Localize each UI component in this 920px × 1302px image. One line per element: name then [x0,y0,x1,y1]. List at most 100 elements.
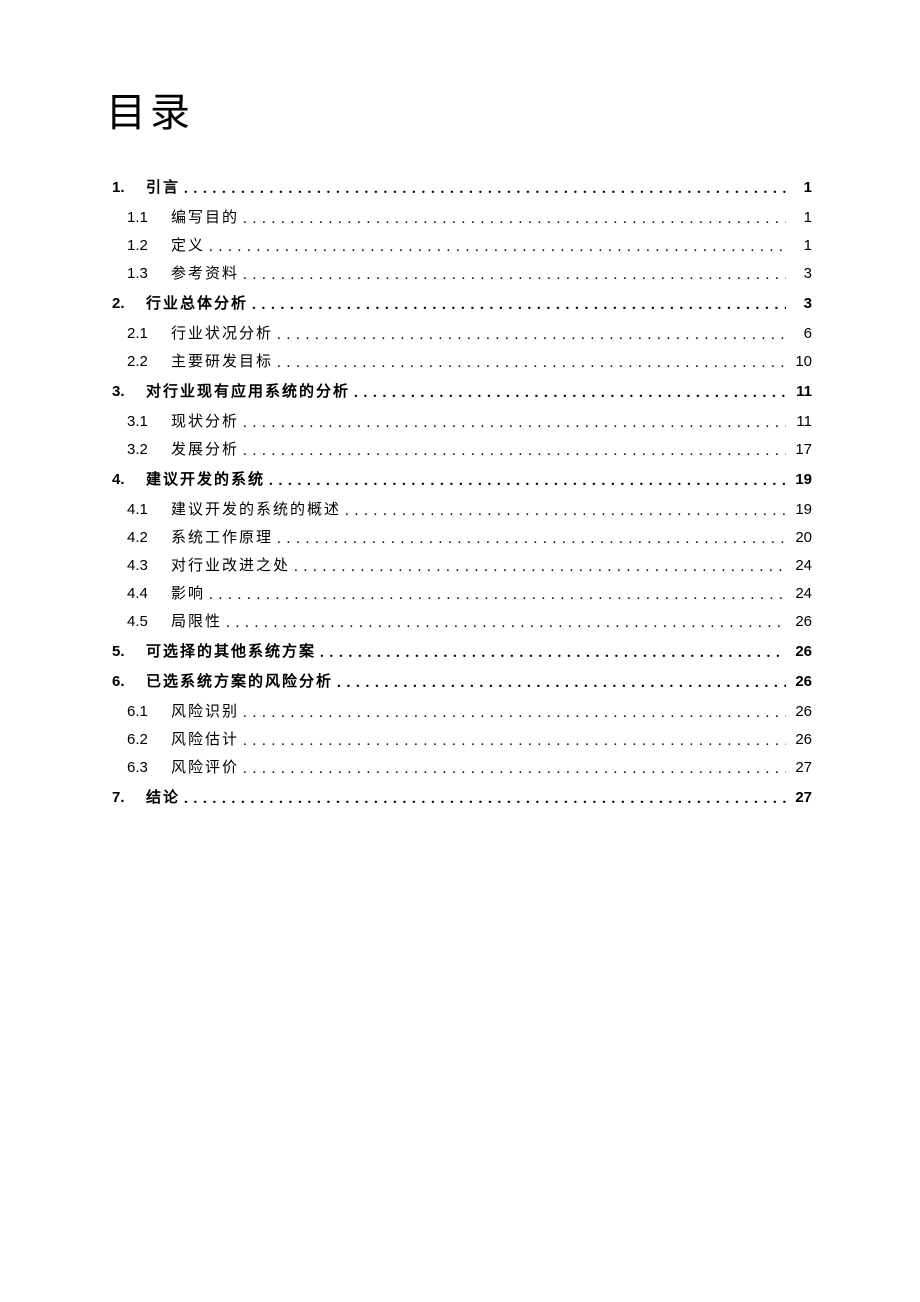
toc-entry-number: 3. [112,384,146,399]
toc-entry-label: 风险估计 [171,733,243,748]
toc-entry-subsection: 3.1现状分析 11 [112,414,812,430]
toc-entry-page: 27 [786,760,812,775]
toc-entry-number: 4.4 [127,586,171,601]
toc-entry-leader [243,212,786,227]
toc-entry-number: 4.1 [127,502,171,517]
toc-entry-section: 3.对行业现有应用系统的分析 11 [112,384,812,400]
toc-entry-leader [277,532,786,547]
toc-entry-subsection: 4.4影响24 [112,586,812,602]
toc-entry-leader [243,268,786,283]
toc-entry-leader [209,588,786,603]
toc-entry-page: 26 [786,674,812,689]
toc-entry-number: 1.3 [127,266,171,281]
toc-entry-leader [243,416,786,431]
toc-entry-label: 定义 [171,239,209,254]
toc-entry-page: 26 [786,614,812,629]
toc-title: 目录 [106,80,812,138]
toc-entry-page: 11 [786,414,812,429]
toc-entry-leader [294,560,786,575]
toc-entry-subsection: 4.5局限性 26 [112,614,812,630]
toc-entry-section: 5.可选择的其他系统方案 26 [112,644,812,660]
toc-entry-page: 17 [786,442,812,457]
toc-entry-label: 现状分析 [171,415,243,430]
toc-entry-leader [337,676,786,691]
toc-entry-label: 编写目的 [171,211,243,226]
toc-entry-page: 1 [786,180,812,195]
toc-entry-leader [345,504,786,519]
toc-entry-leader [243,734,786,749]
toc-container: 1.引言11.1编写目的11.2定义11.3参考资料32.行业总体分析32.1行… [112,180,812,806]
toc-entry-number: 6. [112,674,146,689]
toc-entry-page: 27 [786,790,812,805]
toc-entry-number: 1. [112,180,146,195]
toc-entry-number: 4.5 [127,614,171,629]
toc-entry-number: 1.1 [127,210,171,225]
toc-entry-number: 2.2 [127,354,171,369]
toc-entry-leader [320,646,786,661]
toc-entry-page: 24 [786,586,812,601]
toc-entry-page: 3 [786,296,812,311]
toc-entry-page: 20 [786,530,812,545]
toc-entry-subsection: 2.2主要研发目标10 [112,354,812,370]
toc-entry-subsection: 6.1风险识别 26 [112,704,812,720]
toc-entry-subsection: 4.1建议开发的系统的概述 19 [112,502,812,518]
toc-entry-section: 7.结论27 [112,790,812,806]
toc-entry-section: 4.建议开发的系统 19 [112,472,812,488]
toc-entry-page: 26 [786,644,812,659]
toc-entry-subsection: 2.1行业状况分析 6 [112,326,812,342]
toc-entry-leader [243,444,786,459]
toc-entry-number: 5. [112,644,146,659]
toc-entry-number: 6.2 [127,732,171,747]
toc-entry-leader [252,298,786,313]
toc-entry-label: 发展分析 [171,443,243,458]
toc-entry-label: 行业状况分析 [171,327,277,342]
toc-entry-number: 6.1 [127,704,171,719]
toc-entry-label: 结论 [146,791,184,806]
toc-entry-page: 11 [786,384,812,399]
toc-entry-label: 对行业现有应用系统的分析 [146,385,354,400]
toc-entry-leader [354,386,786,401]
toc-entry-subsection: 4.3对行业改进之处24 [112,558,812,574]
toc-entry-label: 可选择的其他系统方案 [146,645,320,660]
toc-entry-page: 10 [786,354,812,369]
toc-entry-label: 已选系统方案的风险分析 [146,675,337,690]
toc-entry-section: 2.行业总体分析 3 [112,296,812,312]
toc-entry-label: 参考资料 [171,267,243,282]
toc-entry-label: 建议开发的系统的概述 [171,503,345,518]
toc-entry-section: 1.引言1 [112,180,812,196]
toc-entry-leader [184,792,786,807]
toc-entry-label: 局限性 [171,615,226,630]
toc-entry-leader [277,328,786,343]
toc-entry-page: 1 [786,210,812,225]
toc-entry-page: 26 [786,732,812,747]
toc-entry-subsection: 6.2风险估计 26 [112,732,812,748]
toc-entry-leader [226,616,786,631]
toc-entry-label: 风险评价 [171,761,243,776]
toc-entry-number: 1.2 [127,238,171,253]
toc-entry-page: 19 [786,502,812,517]
toc-entry-subsection: 1.2定义1 [112,238,812,254]
toc-entry-subsection: 3.2发展分析 17 [112,442,812,458]
toc-entry-subsection: 1.3参考资料 3 [112,266,812,282]
toc-entry-page: 3 [786,266,812,281]
toc-entry-subsection: 6.3风险评价27 [112,760,812,776]
toc-entry-page: 24 [786,558,812,573]
toc-entry-leader [243,706,786,721]
toc-entry-label: 行业总体分析 [146,297,252,312]
toc-entry-number: 3.2 [127,442,171,457]
toc-entry-label: 系统工作原理 [171,531,277,546]
toc-entry-number: 3.1 [127,414,171,429]
toc-entry-section: 6.已选系统方案的风险分析 26 [112,674,812,690]
toc-entry-leader [277,356,786,371]
toc-entry-label: 建议开发的系统 [146,473,269,488]
toc-entry-page: 19 [786,472,812,487]
toc-entry-number: 4.3 [127,558,171,573]
toc-entry-page: 26 [786,704,812,719]
toc-entry-subsection: 4.2系统工作原理20 [112,530,812,546]
toc-entry-number: 2. [112,296,146,311]
toc-entry-number: 2.1 [127,326,171,341]
toc-entry-label: 风险识别 [171,705,243,720]
toc-entry-page: 6 [786,326,812,341]
toc-entry-subsection: 1.1编写目的 1 [112,210,812,226]
toc-entry-number: 4. [112,472,146,487]
